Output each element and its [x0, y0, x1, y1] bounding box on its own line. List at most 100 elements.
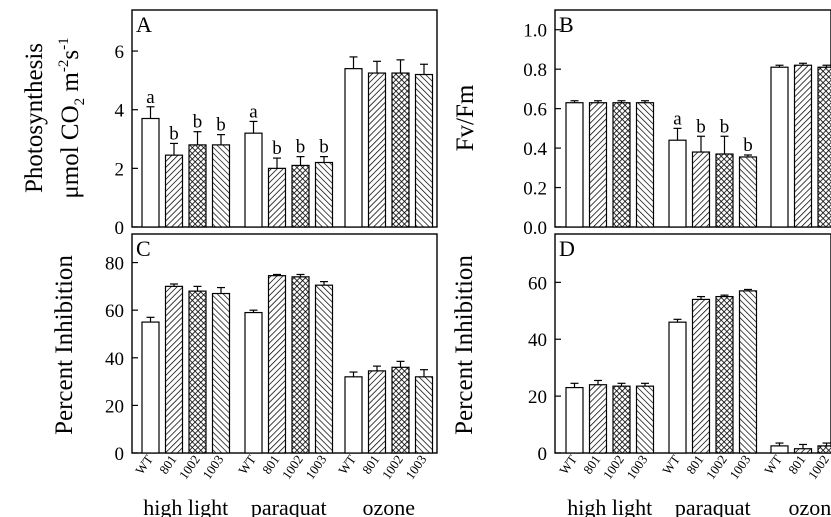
bar-WT-ozone [344, 376, 363, 454]
panel-d-ytick-label: 60 [528, 273, 547, 294]
category-label-high-light: high light [143, 495, 228, 517]
bar-1002-ozone [391, 366, 410, 454]
panel-a-ytick-label: 2 [115, 159, 125, 180]
xtick-label-1002: 1002 [600, 452, 627, 482]
panel-a-ytick-label: 4 [115, 101, 125, 122]
panel-c-letter: C [136, 236, 151, 261]
significance-letter: b [216, 115, 226, 136]
panel-b-ytick-label: 0.0 [523, 218, 547, 239]
panel-a-ytick-label: 0 [115, 218, 125, 239]
bar-801-paraquat [267, 167, 287, 228]
panel-b-ylabel: Fv/Fm [452, 84, 479, 151]
bar-1003-high-light [211, 144, 231, 228]
significance-letter: b [319, 137, 329, 158]
category-label-ozone: ozone [362, 495, 415, 517]
xtick-label-WT: WT [761, 452, 785, 477]
significance-letter: b [296, 137, 306, 158]
panel-d-ytick-label: 20 [528, 387, 547, 408]
xtick-label-WT: WT [335, 452, 359, 477]
bar-1003-ozone [414, 376, 434, 454]
panel-b-ytick-label: 1.0 [523, 21, 547, 42]
bar-WT-ozone [770, 66, 789, 228]
xtick-label-WT: WT [132, 452, 156, 477]
bar-1002-paraquat [715, 295, 734, 454]
significance-letter: a [673, 108, 682, 129]
bar-1002-high-light [612, 385, 631, 454]
xtick-label-WT: WT [556, 452, 580, 477]
xtick-label-1002: 1002 [703, 452, 730, 482]
bar-801-ozone [367, 370, 387, 454]
panel-d-ylabel: Percent Inhibition [451, 255, 478, 435]
bar-801-paraquat [691, 298, 711, 454]
xtick-label-1003: 1003 [199, 452, 226, 482]
significance-letter: b [169, 123, 179, 144]
panel-a-ylabel: Photosynthesis μmol CO2 m-2s-1 [21, 37, 88, 198]
bar-1003-paraquat [314, 284, 334, 454]
panel-c-ytick-label: 0 [115, 444, 125, 465]
bar-WT-ozone [770, 445, 789, 454]
bar-WT-paraquat [244, 132, 263, 228]
significance-letter: b [193, 112, 203, 133]
bar-801-paraquat [267, 275, 287, 454]
panel-b: Fv/Fm B0.00.20.40.60.81.0a b bb [452, 9, 831, 239]
bar-1002-paraquat [291, 276, 310, 454]
bar-WT-paraquat [244, 311, 263, 454]
bar-1003-paraquat [314, 161, 334, 228]
xtick-label-1002: 1002 [379, 452, 406, 482]
significance-letter: b [743, 135, 753, 156]
bar-WT-ozone [344, 68, 363, 228]
panel-b-ytick-label: 0.8 [523, 60, 547, 81]
xtick-label-1003: 1003 [302, 452, 329, 482]
bar-801-high-light [164, 285, 184, 454]
bar-1002-ozone [817, 445, 831, 454]
panel-d-ytick-label: 0 [538, 444, 548, 465]
bar-1003-high-light [211, 292, 231, 454]
bar-1002-ozone [817, 66, 831, 228]
bar-801-high-light [164, 154, 184, 228]
bar-1002-paraquat [291, 164, 310, 228]
panel-d-letter: D [559, 236, 575, 261]
bar-1002-high-light [612, 102, 631, 228]
xtick-label-1002: 1002 [176, 452, 203, 482]
bar-1003-paraquat [738, 156, 758, 228]
significance-letter: a [146, 87, 155, 108]
category-label-paraquat: paraquat [251, 495, 327, 517]
panel-c-ytick-label: 60 [105, 301, 124, 322]
bar-1003-paraquat [738, 290, 758, 454]
bar-801-ozone [793, 448, 813, 454]
panel-c-ytick-label: 20 [105, 396, 124, 417]
bar-WT-high-light [141, 321, 160, 454]
panel-c-ytick-label: 80 [105, 254, 124, 275]
bar-1002-high-light [188, 290, 207, 454]
bar-WT-paraquat [668, 321, 687, 454]
xtick-label-WT: WT [659, 452, 683, 477]
panel-a-ylabel-line1: Photosynthesis [21, 43, 48, 193]
category-label-ozone: ozone [788, 495, 831, 517]
bar-801-high-light [588, 102, 608, 228]
panel-a-ylabel-line2: μmol CO2 m-2s-1 [56, 37, 88, 198]
significance-letter: b [696, 116, 706, 137]
significance-letter: a [249, 101, 258, 122]
bar-1003-high-light [635, 102, 655, 228]
bar-1002-ozone [391, 72, 410, 228]
bar-WT-high-light [565, 386, 584, 454]
panel-b-axes: B0.00.20.40.60.81.0a b bb [523, 9, 831, 239]
bar-801-ozone [793, 64, 813, 228]
panel-a-ytick-label: 6 [115, 42, 125, 63]
bar-801-ozone [367, 72, 387, 228]
category-label-high-light: high light [567, 495, 652, 517]
category-label-paraquat: paraquat [675, 495, 751, 517]
panel-d-ytick-label: 40 [528, 330, 547, 351]
panel-b-ytick-label: 0.4 [523, 139, 547, 160]
bar-1002-high-light [188, 144, 207, 228]
xtick-label-1003: 1003 [402, 452, 429, 482]
panel-b-letter: B [559, 12, 574, 37]
xtick-label-WT: WT [235, 452, 259, 477]
panel-a-letter: A [136, 12, 152, 37]
